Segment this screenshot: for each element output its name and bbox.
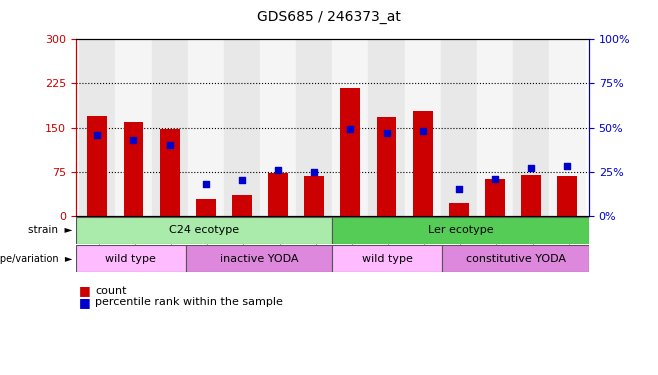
Bar — [376, 117, 396, 216]
Text: count: count — [95, 286, 127, 296]
Text: wild type: wild type — [105, 254, 156, 264]
Bar — [485, 178, 505, 216]
Point — [453, 186, 464, 192]
Point — [417, 128, 428, 134]
Point — [345, 126, 355, 132]
Bar — [332, 39, 368, 216]
Bar — [115, 39, 151, 216]
Bar — [188, 39, 224, 216]
Bar — [268, 173, 288, 216]
Point — [309, 169, 320, 175]
Bar — [513, 39, 549, 216]
Bar — [477, 39, 513, 216]
Bar — [224, 39, 260, 216]
Text: ■: ■ — [79, 285, 91, 297]
Bar — [186, 245, 332, 272]
Bar — [332, 245, 442, 272]
Bar — [405, 39, 441, 216]
Point — [128, 137, 139, 143]
Text: wild type: wild type — [362, 254, 413, 264]
Bar — [76, 245, 186, 272]
Bar — [340, 87, 361, 216]
Bar — [232, 195, 252, 216]
Bar — [124, 122, 143, 216]
Text: genotype/variation  ►: genotype/variation ► — [0, 254, 72, 264]
Bar — [151, 39, 188, 216]
Text: C24 ecotype: C24 ecotype — [169, 225, 239, 235]
Point — [237, 177, 247, 183]
Point — [164, 142, 175, 148]
Bar — [441, 39, 477, 216]
Bar — [296, 39, 332, 216]
Bar — [521, 174, 541, 216]
Point — [201, 181, 211, 187]
Text: Ler ecotype: Ler ecotype — [428, 225, 494, 235]
Bar — [449, 203, 468, 216]
Bar — [442, 245, 589, 272]
Bar — [79, 39, 115, 216]
Text: percentile rank within the sample: percentile rank within the sample — [95, 297, 284, 307]
Point — [562, 163, 572, 169]
Bar — [304, 176, 324, 216]
Bar — [413, 111, 432, 216]
Point — [490, 176, 500, 181]
Bar — [332, 217, 589, 244]
Bar — [557, 176, 577, 216]
Text: GDS685 / 246373_at: GDS685 / 246373_at — [257, 10, 401, 24]
Text: ■: ■ — [79, 296, 91, 309]
Text: constitutive YODA: constitutive YODA — [466, 254, 566, 264]
Bar — [196, 199, 216, 216]
Bar — [368, 39, 405, 216]
Bar — [549, 39, 586, 216]
Text: inactive YODA: inactive YODA — [220, 254, 298, 264]
Point — [273, 167, 284, 173]
Text: strain  ►: strain ► — [28, 225, 72, 235]
Point — [92, 132, 103, 138]
Bar — [160, 129, 180, 216]
Bar — [76, 217, 332, 244]
Bar — [88, 116, 107, 216]
Point — [526, 165, 536, 171]
Point — [381, 130, 392, 136]
Bar — [260, 39, 296, 216]
